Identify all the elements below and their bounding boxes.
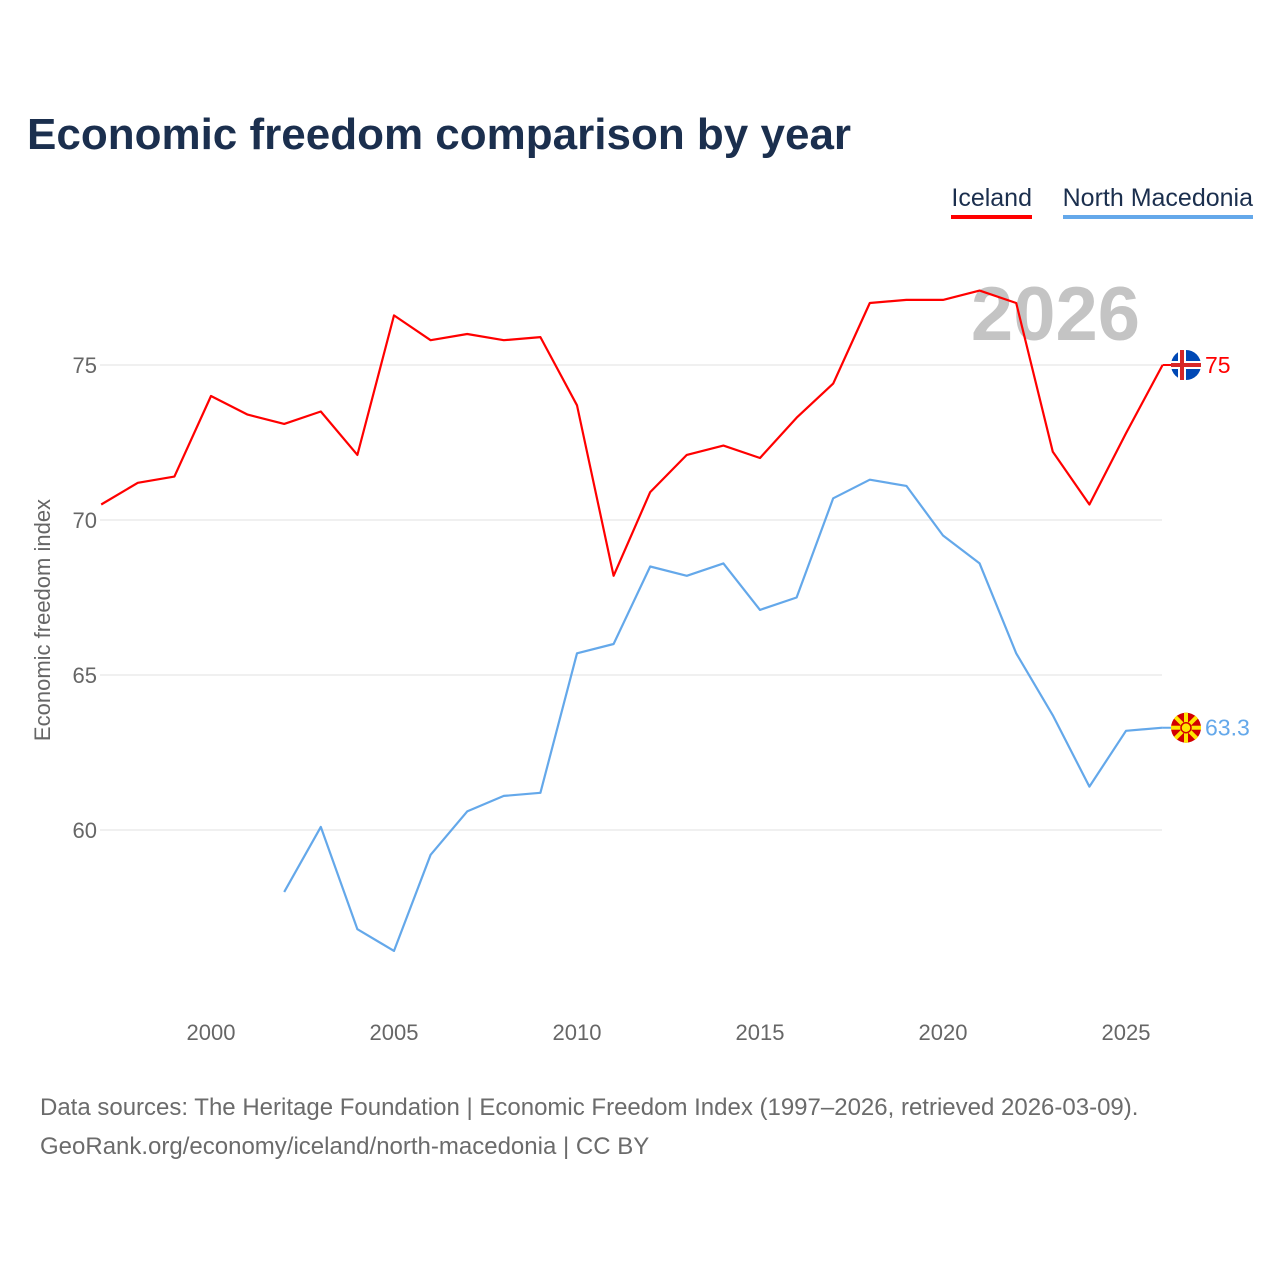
x-tick-label: 2000 bbox=[187, 1020, 236, 1045]
series-line-north-macedonia bbox=[283, 478, 1163, 953]
y-axis-label: Economic freedom index bbox=[30, 499, 55, 741]
x-tick-label: 2005 bbox=[370, 1020, 419, 1045]
end-value-label: 63.3 bbox=[1205, 715, 1250, 741]
y-tick-label: 75 bbox=[73, 353, 97, 378]
footer: Data sources: The Heritage Foundation | … bbox=[40, 1088, 1138, 1166]
legend-iceland[interactable]: Iceland bbox=[951, 184, 1032, 219]
chart-title: Economic freedom comparison by year bbox=[27, 110, 852, 159]
y-tick-label: 70 bbox=[73, 508, 97, 533]
series-line-iceland bbox=[100, 289, 1164, 577]
y-tick-label: 65 bbox=[73, 663, 97, 688]
url-line[interactable]: GeoRank.org/economy/iceland/north-macedo… bbox=[40, 1133, 650, 1160]
legend-north-macedonia[interactable]: North Macedonia bbox=[1062, 184, 1253, 219]
x-tick-label: 2015 bbox=[736, 1020, 785, 1045]
x-tick-label: 2025 bbox=[1102, 1020, 1151, 1045]
flag-cross bbox=[1171, 363, 1201, 367]
flag-sun bbox=[1180, 721, 1192, 734]
year-watermark: 2026 bbox=[971, 272, 1140, 357]
source-line: Data sources: The Heritage Foundation | … bbox=[40, 1094, 1139, 1121]
x-tick-label: 2020 bbox=[919, 1020, 968, 1045]
end-value-label: 75 bbox=[1205, 352, 1231, 378]
x-tick-label: 2010 bbox=[553, 1020, 602, 1045]
y-tick-label: 60 bbox=[73, 818, 97, 843]
flag-cross bbox=[1180, 350, 1184, 380]
